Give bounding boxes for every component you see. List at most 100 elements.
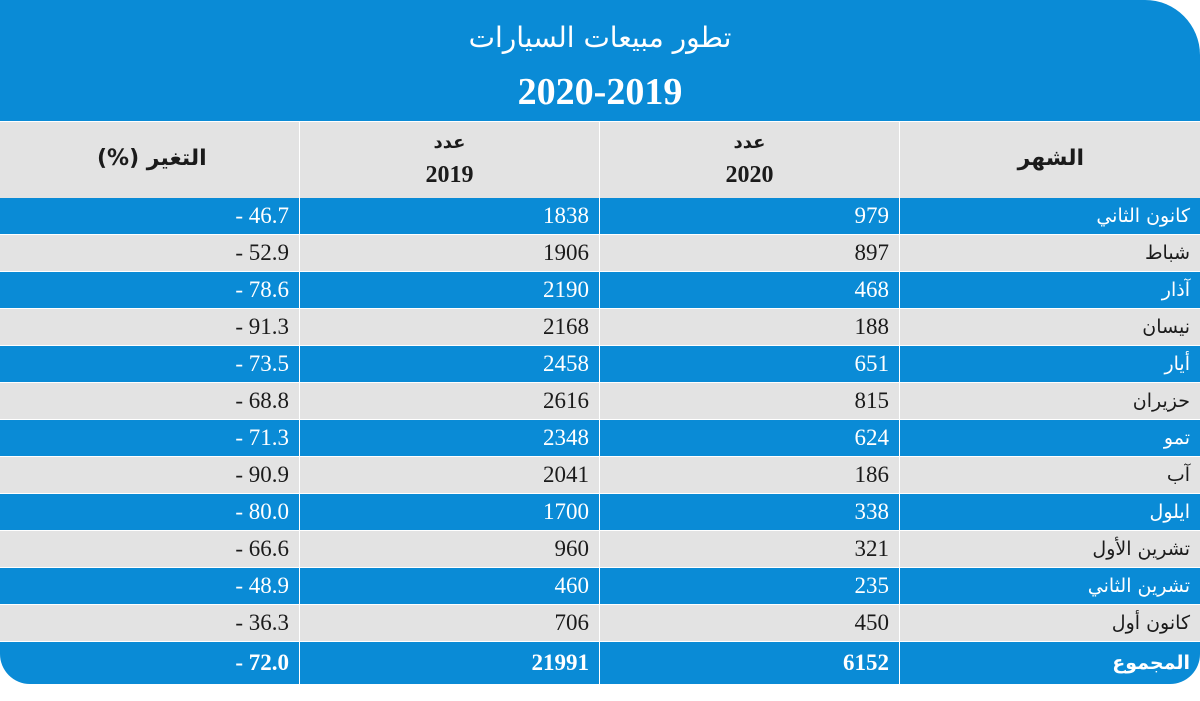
table-row: - 90.9 2041 186 آب <box>0 457 1200 494</box>
header-change-label: التغير (%) <box>97 146 207 171</box>
column-divider <box>599 494 600 530</box>
cell-count-2019: 706 <box>554 610 590 635</box>
cell-count-2019: 1906 <box>543 240 589 265</box>
cell-count-2019: 2190 <box>543 277 589 302</box>
header-change: التغير (%) <box>0 122 299 198</box>
column-divider <box>299 494 300 530</box>
column-divider <box>899 122 900 198</box>
header-count-2019: عدد 2019 <box>300 122 599 198</box>
cell-count-2020: 979 <box>854 203 890 228</box>
cell-count-2020: 321 <box>854 536 890 561</box>
column-divider <box>299 420 300 456</box>
cell-count-2019: 1700 <box>543 499 589 524</box>
cell-month: شباط <box>1144 242 1190 264</box>
cell-count-2020: 897 <box>854 240 890 265</box>
sales-table-card: تطور مبيعات السيارات 2020-2019 التغير (%… <box>0 0 1200 684</box>
cell-month: تشرين الثاني <box>1087 575 1190 597</box>
table-row: - 52.9 1906 897 شباط <box>0 235 1200 272</box>
column-header-row: التغير (%) عدد 2019 عدد 2020 الشهر <box>0 122 1200 198</box>
cell-count-2020: 624 <box>854 425 890 450</box>
column-divider <box>899 568 900 604</box>
cell-month: ايلول <box>1149 501 1190 523</box>
column-divider <box>299 309 300 345</box>
column-divider <box>299 531 300 567</box>
column-divider <box>299 457 300 493</box>
column-divider <box>599 198 600 234</box>
column-divider <box>599 122 600 198</box>
column-divider <box>599 383 600 419</box>
cell-month: آب <box>1166 464 1190 486</box>
cell-count-2020: 186 <box>854 462 890 487</box>
cell-count-2020: 450 <box>854 610 890 635</box>
total-2020: 6152 <box>843 650 889 675</box>
cell-count-2019: 2348 <box>543 425 589 450</box>
cell-count-2019: 2458 <box>543 351 589 376</box>
header-month: الشهر <box>900 122 1200 198</box>
header-count-2019-label: عدد <box>433 132 466 153</box>
cell-month: حزيران <box>1132 390 1190 412</box>
column-divider <box>899 457 900 493</box>
column-divider <box>599 235 600 271</box>
column-divider <box>299 122 300 198</box>
total-2019: 21991 <box>531 650 590 675</box>
header-count-2020-label: عدد <box>733 132 766 153</box>
column-divider <box>899 383 900 419</box>
cell-change: - 91.3 <box>235 314 289 339</box>
table-row: - 36.3 706 450 كانون أول <box>0 605 1200 642</box>
column-divider <box>899 198 900 234</box>
cell-month: أيار <box>1164 353 1190 375</box>
column-divider <box>299 568 300 604</box>
cell-count-2019: 2168 <box>543 314 589 339</box>
table-row: - 91.3 2168 188 نيسان <box>0 309 1200 346</box>
total-row: - 72.0 21991 6152 المجموع <box>0 642 1200 684</box>
total-change: - 72.0 <box>235 650 289 675</box>
column-divider <box>599 272 600 308</box>
column-divider <box>599 346 600 382</box>
column-divider <box>899 420 900 456</box>
cell-month: كانون أول <box>1111 612 1190 634</box>
table-row: - 71.3 2348 624 تمو <box>0 420 1200 457</box>
cell-month: تمو <box>1163 427 1190 449</box>
cell-count-2019: 460 <box>554 573 590 598</box>
column-divider <box>899 346 900 382</box>
column-divider <box>299 272 300 308</box>
cell-month: نيسان <box>1142 316 1190 338</box>
column-divider <box>299 346 300 382</box>
column-divider <box>899 605 900 641</box>
table-row: - 68.8 2616 815 حزيران <box>0 383 1200 420</box>
column-divider <box>299 383 300 419</box>
column-divider <box>899 531 900 567</box>
table-row: - 48.9 460 235 تشرين الثاني <box>0 568 1200 605</box>
column-divider <box>599 605 600 641</box>
column-divider <box>899 309 900 345</box>
table-header-banner: تطور مبيعات السيارات 2020-2019 <box>0 0 1200 121</box>
column-divider <box>599 309 600 345</box>
column-divider <box>899 272 900 308</box>
cell-count-2020: 338 <box>854 499 890 524</box>
cell-month: آذار <box>1161 279 1190 301</box>
cell-change: - 78.6 <box>235 277 289 302</box>
cell-change: - 66.6 <box>235 536 289 561</box>
cell-month: تشرين الأول <box>1092 538 1190 560</box>
cell-count-2020: 815 <box>854 388 890 413</box>
table-row: - 80.0 1700 338 ايلول <box>0 494 1200 531</box>
cell-month: كانون الثاني <box>1096 205 1190 227</box>
table-row: - 73.5 2458 651 أيار <box>0 346 1200 383</box>
cell-change: - 80.0 <box>235 499 289 524</box>
header-count-2020: عدد 2020 <box>600 122 899 198</box>
cell-change: - 36.3 <box>235 610 289 635</box>
total-label: المجموع <box>1112 652 1190 674</box>
cell-change: - 90.9 <box>235 462 289 487</box>
table-row: - 78.6 2190 468 آذار <box>0 272 1200 309</box>
cell-count-2020: 651 <box>854 351 890 376</box>
column-divider <box>299 235 300 271</box>
cell-count-2020: 235 <box>854 573 890 598</box>
table-row: - 46.7 1838 979 كانون الثاني <box>0 198 1200 235</box>
header-month-label: الشهر <box>1017 146 1084 171</box>
column-divider <box>299 198 300 234</box>
column-divider <box>299 642 300 684</box>
cell-count-2019: 1838 <box>543 203 589 228</box>
cell-change: - 52.9 <box>235 240 289 265</box>
column-divider <box>899 642 900 684</box>
cell-change: - 48.9 <box>235 573 289 598</box>
